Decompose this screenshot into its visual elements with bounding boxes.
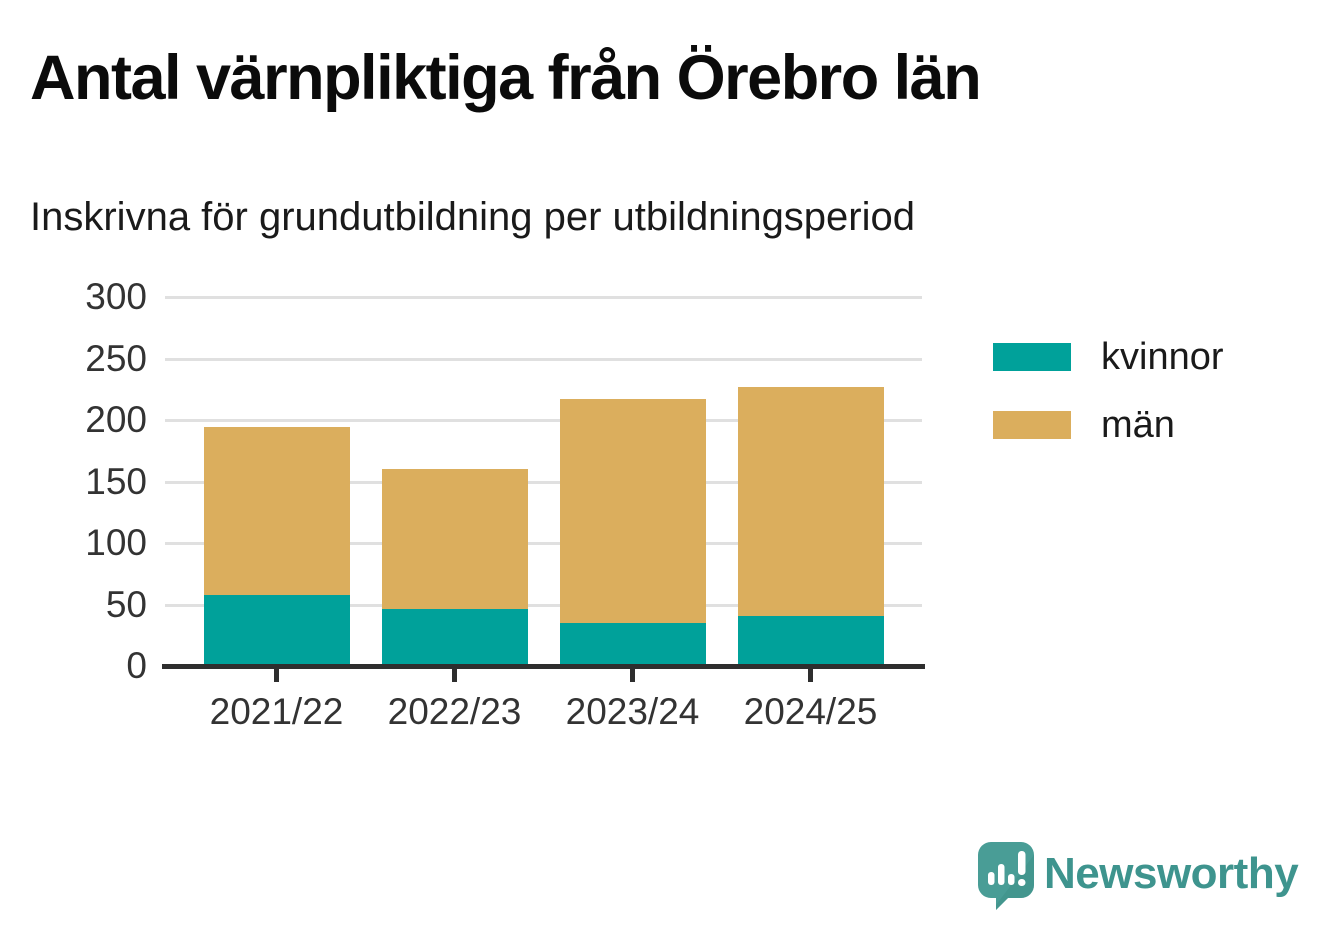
- gridline-150: [165, 480, 922, 484]
- bar-segment-kvinnor-2024/25: [737, 615, 884, 666]
- chart-title: Antal värnpliktiga från Örebro län: [30, 43, 982, 113]
- legend-label-kvinnor: kvinnor: [1101, 336, 1224, 378]
- newsworthy-logo-icon: [978, 842, 1034, 910]
- x-axis-line: [162, 664, 925, 669]
- gridline-250: [165, 357, 922, 361]
- legend-label-män: män: [1101, 404, 1175, 446]
- x-tick-label-2023/24: 2023/24: [565, 691, 700, 732]
- y-tick-label-0: 0: [126, 645, 147, 686]
- legend-swatch-män: [993, 411, 1071, 439]
- chart-subtitle: Inskrivna för grundutbildning per utbild…: [30, 195, 915, 239]
- legend-swatch-kvinnor: [993, 343, 1071, 371]
- x-tick-2022/23: [452, 669, 457, 682]
- bar-segment-kvinnor-2022/23: [381, 609, 528, 666]
- y-tick-label-150: 150: [85, 460, 147, 502]
- y-tick-label-50: 50: [105, 583, 147, 625]
- x-tick-2021/22: [274, 669, 279, 682]
- gridline-50: [165, 603, 922, 607]
- gridline-100: [165, 542, 922, 545]
- y-tick-label-300: 300: [85, 276, 147, 317]
- x-tick-label-2024/25: 2024/25: [743, 691, 878, 732]
- y-tick-label-200: 200: [85, 399, 147, 440]
- x-tick-2023/24: [630, 669, 635, 682]
- bar-segment-män-2023/24: [559, 399, 706, 623]
- y-tick-label-100: 100: [85, 522, 147, 563]
- chart-legend: kvinnor män: [993, 338, 1224, 474]
- newsworthy-logo-text: Newsworthy: [1044, 849, 1299, 898]
- bar-segment-män-2021/22: [203, 427, 350, 595]
- legend-row-kvinnor: kvinnor: [993, 338, 1224, 376]
- x-tick-label-2021/22: 2021/22: [209, 691, 344, 732]
- gridline-300: [165, 296, 922, 299]
- x-tick-2024/25: [808, 669, 813, 682]
- bar-segment-kvinnor-2021/22: [203, 594, 350, 666]
- bar-segment-kvinnor-2023/24: [559, 622, 706, 666]
- bar-segment-män-2024/25: [737, 386, 884, 616]
- bar-segment-män-2022/23: [381, 469, 528, 610]
- y-tick-label-250: 250: [85, 337, 147, 379]
- branding-footer: Newsworthy: [977, 841, 1299, 910]
- x-tick-label-2022/23: 2022/23: [387, 691, 522, 732]
- gridline-200: [165, 419, 922, 422]
- legend-row-män: män: [993, 406, 1224, 444]
